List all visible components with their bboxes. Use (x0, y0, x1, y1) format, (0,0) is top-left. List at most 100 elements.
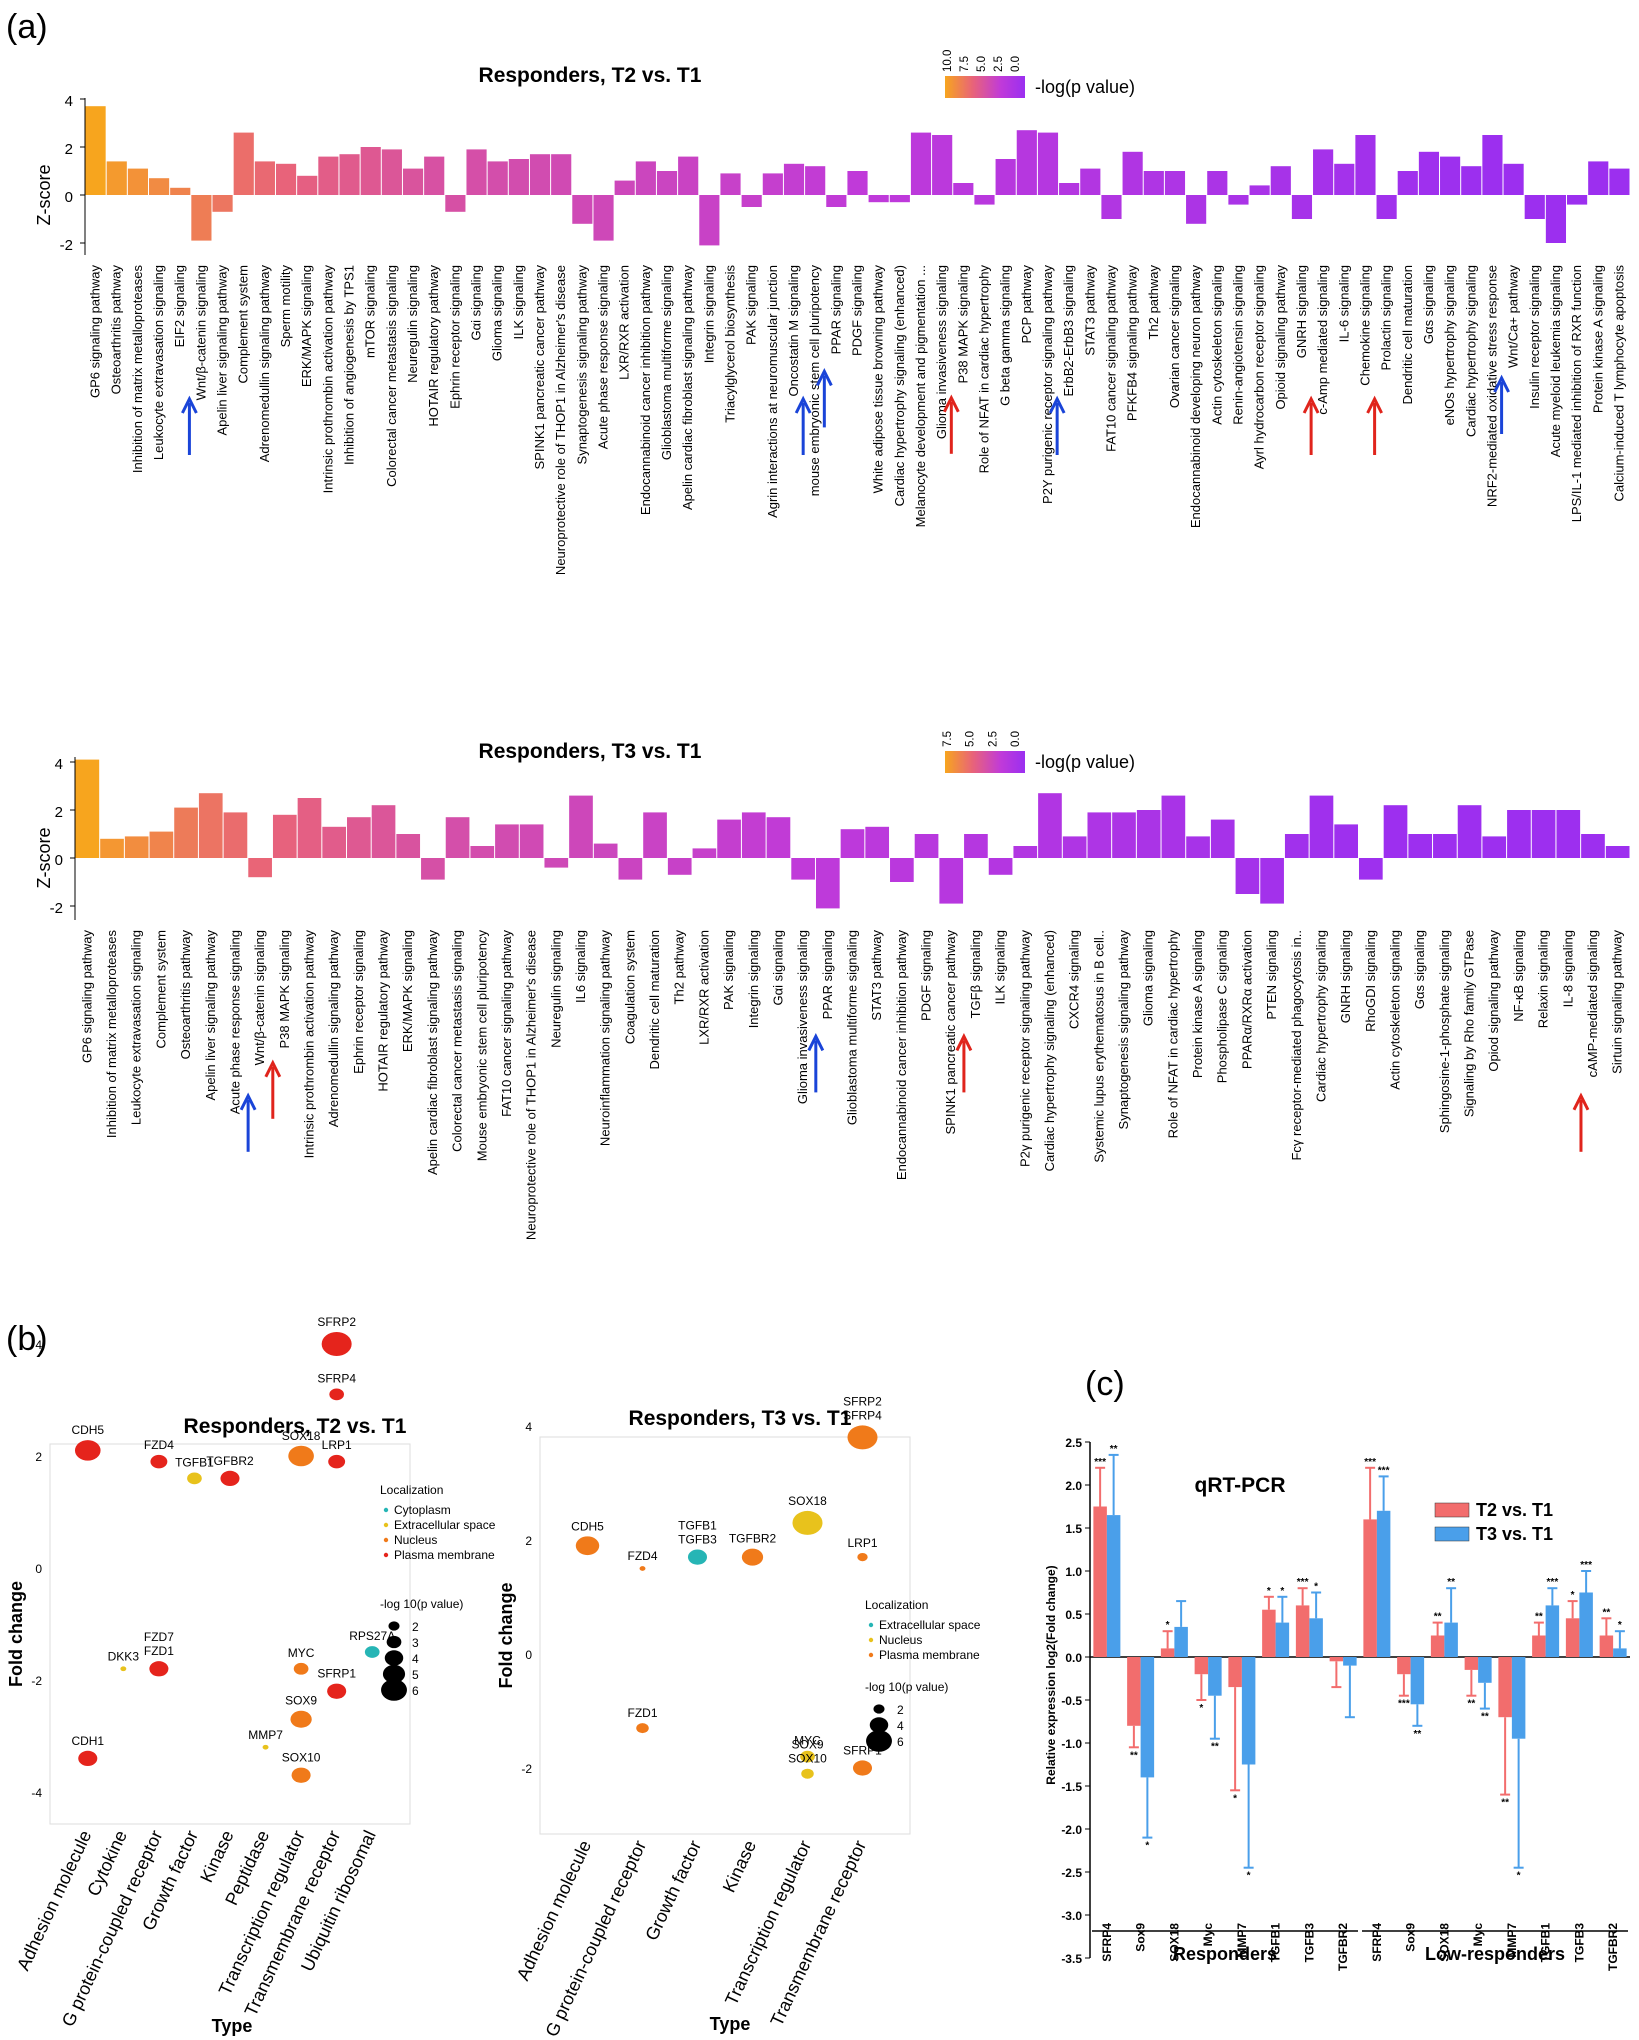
gene-point (328, 1454, 346, 1469)
y-tick-label: -2 (50, 900, 63, 917)
significance-mark: * (1517, 1871, 1521, 1882)
bar (445, 195, 466, 212)
category-label: Myc (1201, 1923, 1215, 1947)
bar (396, 834, 421, 858)
arrow-red-head (1572, 1092, 1590, 1111)
bar (741, 195, 762, 207)
bar (1262, 1609, 1276, 1657)
gene-point (120, 1666, 127, 1672)
category-label: Gαs signaling (1421, 265, 1436, 344)
gene-point (327, 1683, 347, 1699)
legend-tick: 5.0 (965, 731, 977, 747)
category-label: Glioma invasiveness signaling (934, 265, 949, 439)
y-tick-label: -4 (31, 1786, 42, 1800)
bar (865, 826, 890, 858)
category-label: Wnt/β-catenin signaling (193, 265, 208, 400)
legend-gradient-bar (945, 751, 1025, 773)
bar (1613, 1648, 1627, 1657)
y-tick-label: 2.5 (1065, 1436, 1082, 1450)
significance-mark: ** (1467, 1699, 1475, 1710)
y-tick-label: -2 (31, 1674, 42, 1688)
bar (127, 168, 148, 195)
category-label: Insulin receptor signaling (1527, 265, 1542, 409)
bar (1588, 161, 1609, 195)
gene-label: SFRP2 (317, 1315, 356, 1329)
gene-label: CDH5 (71, 1423, 104, 1437)
category-label: Endocannabinoid developing neuron pathwa… (1188, 265, 1203, 529)
bar (1567, 195, 1588, 205)
size-legend-value: 4 (412, 1652, 419, 1666)
category-label: SFRP4 (1100, 1923, 1114, 1962)
category-label: Sox9 (1404, 1923, 1418, 1952)
legend-label: Cytoplasm (394, 1503, 451, 1517)
bar (1284, 834, 1309, 858)
arrow-red-head (1366, 395, 1383, 414)
category-label: Actin cytoskeleton signaling (1209, 265, 1224, 425)
bar (1122, 151, 1143, 195)
category-label: STAT3 pathway (869, 930, 884, 1021)
category-label: Melanocyte development and pigmentation … (913, 265, 928, 527)
gene-point (687, 1549, 708, 1565)
size-legend-value: 2 (412, 1620, 419, 1634)
category-label: Neuroinflammation signaling pathway (598, 930, 613, 1147)
category-label: PPARα/RXRα activation (1239, 930, 1254, 1069)
bar (890, 858, 914, 882)
bar (371, 805, 396, 858)
gene-point (857, 1552, 868, 1562)
category-label: Agrin interactions at neuromuscular junc… (765, 265, 780, 518)
gene-label: TGFBR2 (206, 1454, 254, 1468)
category-label: TGFβ signaling (968, 930, 983, 1018)
bar (1482, 836, 1507, 858)
gene-point (639, 1566, 646, 1571)
y-tick-label: 2 (55, 804, 63, 821)
y-tick-label: 2 (525, 1534, 532, 1548)
category-label: Gαi signaling (770, 930, 785, 1005)
category-label: Coagulation system (622, 930, 637, 1044)
significance-mark: ** (1413, 1729, 1421, 1740)
bar (1579, 1592, 1593, 1657)
gene-label: MYC (288, 1646, 315, 1660)
category-label: Apelin cardiac fibroblast signaling path… (425, 930, 440, 1175)
bar (1376, 195, 1397, 219)
gene-point (364, 1646, 380, 1658)
significance-mark: *** (1364, 1457, 1376, 1468)
bar (1207, 171, 1228, 195)
bar (1080, 168, 1101, 195)
bar (1376, 1510, 1391, 1657)
category-label: Ephrin receptor signaling (447, 265, 462, 409)
bar (1503, 163, 1524, 195)
arrow-blue-head (181, 395, 198, 414)
bar (1208, 1657, 1222, 1696)
category-label: P2γ purigenic receptor signaling pathway (1017, 930, 1032, 1168)
gene-point (636, 1723, 649, 1734)
category-label: Cardiac hypertrophy signaling (1463, 265, 1478, 437)
bar (1161, 795, 1186, 858)
gene-label: SFRP4 (843, 1408, 882, 1422)
legend-swatch (1434, 1502, 1470, 1518)
bar (1545, 1605, 1560, 1657)
significance-mark: ** (1130, 1750, 1138, 1761)
gene-point (78, 1750, 98, 1767)
significance-mark: ** (1211, 1742, 1219, 1753)
category-label: mouse embryonic stem cell pluripotency (807, 265, 822, 497)
significance-mark: *** (1398, 1699, 1410, 1710)
gene-point (293, 1662, 309, 1675)
y-tick-label: -2.0 (1061, 1823, 1082, 1837)
bar (1444, 1622, 1458, 1657)
x-axis-label: Type (710, 2014, 751, 2034)
legend-label: Nucleus (394, 1533, 437, 1547)
bar (766, 817, 791, 858)
bar (826, 195, 847, 207)
gene-label: SOX18 (788, 1494, 827, 1508)
arrow-red-head (955, 1033, 973, 1052)
category-label: Colorectal cancer metastasis signaling (450, 930, 465, 1152)
bar (791, 858, 815, 880)
bar (198, 793, 223, 858)
bar (272, 814, 297, 858)
bar (1228, 1657, 1242, 1688)
category-label: Adrenomedullin signaling pathway (326, 930, 341, 1128)
bar (223, 812, 248, 858)
bar (1174, 1626, 1188, 1657)
bar (322, 826, 347, 858)
